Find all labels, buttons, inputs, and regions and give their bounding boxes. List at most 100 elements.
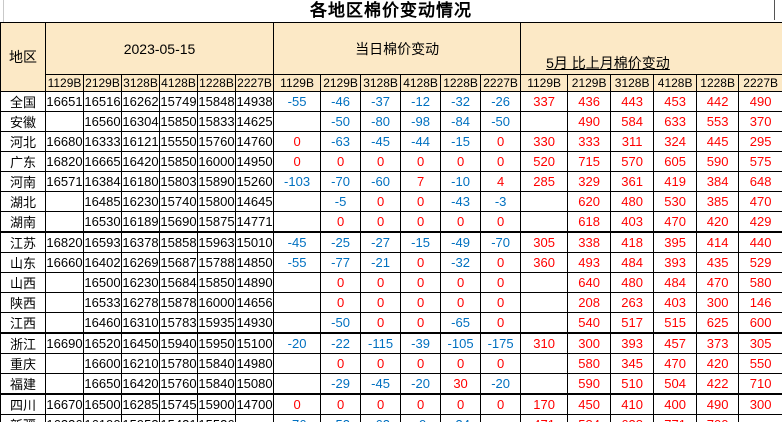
monthly-change-cell[interactable]: 470 <box>653 353 698 374</box>
daily-change-cell[interactable]: -9 <box>400 414 442 422</box>
region-label-cell[interactable]: 安徽 <box>0 111 46 132</box>
monthly-change-cell[interactable]: 700 <box>696 414 740 422</box>
price-cell[interactable]: 15526 <box>197 414 236 422</box>
grade-column-header[interactable]: 4128B <box>159 74 198 92</box>
monthly-change-cell[interactable]: 420 <box>696 211 740 233</box>
grade-column-header[interactable]: 3128B <box>610 74 655 92</box>
monthly-change-cell[interactable]: 324 <box>653 131 698 152</box>
monthly-change-cell[interactable]: 345 <box>610 353 655 374</box>
price-cell[interactable] <box>45 292 84 313</box>
daily-change-cell[interactable]: 0 <box>400 191 442 212</box>
monthly-change-cell[interactable]: 484 <box>610 252 655 273</box>
price-cell[interactable] <box>45 312 84 334</box>
price-cell[interactable]: 15935 <box>197 312 236 334</box>
monthly-change-cell[interactable]: 590 <box>567 373 612 395</box>
monthly-change-cell[interactable]: 484 <box>653 272 698 293</box>
monthly-change-cell[interactable]: 310 <box>520 332 569 354</box>
price-cell[interactable]: 16460 <box>83 312 122 334</box>
daily-change-cell[interactable]: -55 <box>273 91 322 112</box>
price-cell[interactable]: 16189 <box>121 211 160 233</box>
monthly-change-cell[interactable]: 575 <box>738 151 782 172</box>
region-label-cell[interactable]: 重庆 <box>0 353 46 374</box>
daily-change-cell[interactable]: -37 <box>360 91 402 112</box>
price-cell[interactable]: 14625 <box>234 111 275 132</box>
daily-change-cell[interactable]: -12 <box>400 91 442 112</box>
monthly-change-cell[interactable]: 435 <box>696 252 740 273</box>
region-label-cell[interactable]: 湖南 <box>0 211 46 233</box>
monthly-change-cell[interactable]: 490 <box>567 111 612 132</box>
daily-change-cell[interactable]: 0 <box>360 292 402 313</box>
daily-change-cell[interactable]: 0 <box>480 211 522 233</box>
price-cell[interactable]: 15953 <box>121 414 160 422</box>
daily-change-cell[interactable]: 0 <box>440 353 482 374</box>
monthly-change-cell[interactable]: 450 <box>567 393 612 415</box>
price-cell[interactable]: 15740 <box>159 191 198 212</box>
price-cell[interactable]: 15080 <box>234 373 275 395</box>
price-cell[interactable]: 16665 <box>83 151 122 172</box>
monthly-change-cell[interactable]: 471 <box>520 414 569 422</box>
price-cell[interactable]: 16820 <box>45 151 84 172</box>
price-cell[interactable]: 15687 <box>159 252 198 273</box>
daily-change-cell[interactable]: -76 <box>273 414 322 422</box>
monthly-change-cell[interactable]: 146 <box>738 292 782 313</box>
price-cell[interactable]: 15900 <box>197 393 236 415</box>
price-cell[interactable]: 16285 <box>121 393 160 415</box>
price-cell[interactable]: 14950 <box>234 151 275 172</box>
price-cell[interactable]: 16190 <box>83 414 122 422</box>
monthly-change-cell[interactable]: 300 <box>567 332 612 354</box>
monthly-change-cell[interactable]: 625 <box>696 312 740 334</box>
price-cell[interactable]: 15848 <box>197 91 236 112</box>
daily-change-cell[interactable]: -80 <box>360 111 402 132</box>
daily-change-cell[interactable]: 0 <box>360 211 402 233</box>
monthly-change-cell[interactable]: 395 <box>653 231 698 253</box>
monthly-change-cell[interactable]: 418 <box>610 231 655 253</box>
daily-change-cell[interactable]: 0 <box>320 292 362 313</box>
daily-change-cell[interactable]: -103 <box>273 171 322 192</box>
daily-change-cell[interactable]: -55 <box>273 252 322 273</box>
monthly-change-cell[interactable]: 504 <box>653 373 698 395</box>
price-cell[interactable]: 16236 <box>45 414 84 422</box>
price-cell[interactable]: 16230 <box>121 272 160 293</box>
daily-change-cell[interactable]: 0 <box>480 252 522 273</box>
daily-change-cell[interactable] <box>273 373 322 395</box>
daily-change-cell[interactable]: -70 <box>320 171 362 192</box>
price-cell[interactable]: 16269 <box>121 252 160 273</box>
region-label-cell[interactable]: 新疆 <box>0 414 46 422</box>
price-cell[interactable]: 14645 <box>234 191 275 212</box>
daily-change-cell[interactable] <box>273 191 322 212</box>
monthly-change-cell[interactable]: 440 <box>738 231 782 253</box>
price-cell[interactable]: 15783 <box>159 312 198 334</box>
daily-change-cell[interactable]: 0 <box>320 272 362 293</box>
price-cell[interactable]: 16485 <box>83 191 122 212</box>
price-cell[interactable]: 16000 <box>197 292 236 313</box>
monthly-change-cell[interactable]: 337 <box>520 91 569 112</box>
price-cell[interactable]: 16571 <box>45 171 84 192</box>
price-cell[interactable]: 15890 <box>197 171 236 192</box>
daily-change-cell[interactable]: 0 <box>400 211 442 233</box>
monthly-change-cell[interactable] <box>520 272 569 293</box>
daily-change-cell[interactable]: 4 <box>480 171 522 192</box>
daily-change-cell[interactable]: -65 <box>440 312 482 334</box>
monthly-change-cell[interactable]: 618 <box>567 211 612 233</box>
price-cell[interactable]: 15760 <box>159 373 198 395</box>
monthly-change-cell[interactable]: 715 <box>567 151 612 172</box>
daily-change-cell[interactable]: -21 <box>360 252 402 273</box>
daily-change-cell[interactable]: -50 <box>320 312 362 334</box>
price-cell[interactable]: 15875 <box>197 211 236 233</box>
price-cell[interactable]: 16378 <box>121 231 160 253</box>
daily-change-cell[interactable]: 0 <box>360 353 402 374</box>
monthly-change-cell[interactable] <box>520 373 569 395</box>
region-label-cell[interactable]: 四川 <box>0 393 46 415</box>
daily-change-cell[interactable]: -46 <box>320 91 362 112</box>
price-cell[interactable] <box>45 211 84 233</box>
price-cell[interactable]: 15850 <box>197 272 236 293</box>
monthly-change-cell[interactable]: 648 <box>738 171 782 192</box>
monthly-change-cell[interactable]: 470 <box>738 191 782 212</box>
daily-change-cell[interactable]: 0 <box>480 131 522 152</box>
price-cell[interactable]: 16230 <box>121 191 160 212</box>
daily-change-cell[interactable]: -70 <box>480 231 522 253</box>
price-cell[interactable] <box>45 272 84 293</box>
price-cell[interactable] <box>45 111 84 132</box>
daily-change-cell[interactable]: 0 <box>400 272 442 293</box>
monthly-change-cell[interactable]: 493 <box>567 252 612 273</box>
